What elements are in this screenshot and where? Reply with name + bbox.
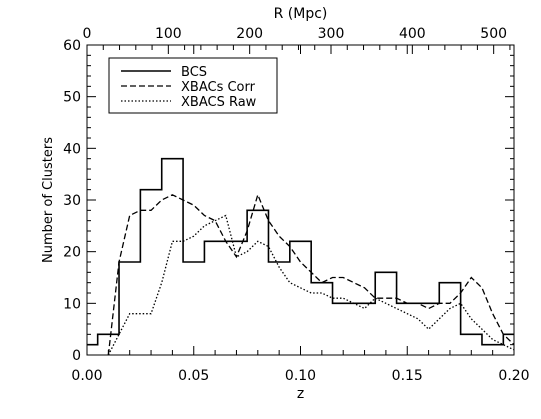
series-line-1: [107, 192, 514, 355]
y-axis-label: Number of Clusters: [41, 137, 56, 263]
y-tick-label: 50: [63, 90, 81, 106]
legend-label: XBACS Raw: [181, 95, 257, 110]
series-line-2: [107, 214, 514, 355]
x-axis-label: z: [297, 386, 304, 402]
top-tick-label: 200: [236, 26, 263, 42]
x-tick-label: 0.00: [71, 368, 102, 384]
x-tick-label: 0.20: [498, 368, 529, 384]
y-tick-label: 0: [72, 348, 81, 364]
y-tick-label: 30: [63, 193, 81, 209]
legend-label: BCS: [181, 65, 207, 80]
top-axis-label: R (Mpc): [274, 6, 328, 22]
y-tick-label: 20: [63, 245, 81, 261]
series-line-0: [87, 157, 514, 346]
top-tick-label: 300: [318, 26, 345, 42]
top-tick-label: 0: [83, 26, 92, 42]
legend-box: [108, 57, 278, 114]
y-tick-label: 40: [63, 141, 81, 157]
top-tick-label: 400: [399, 26, 426, 42]
y-tick-label: 10: [63, 296, 81, 312]
x-tick-label: 0.05: [178, 368, 209, 384]
x-tick-label: 0.15: [392, 368, 423, 384]
top-tick-label: 500: [480, 26, 507, 42]
x-tick-label: 0.10: [285, 368, 316, 384]
top-tick-label: 100: [155, 26, 182, 42]
series-layer: [87, 157, 514, 355]
y-tick-label: 60: [63, 38, 81, 54]
legend-label: XBACs Corr: [181, 80, 256, 95]
